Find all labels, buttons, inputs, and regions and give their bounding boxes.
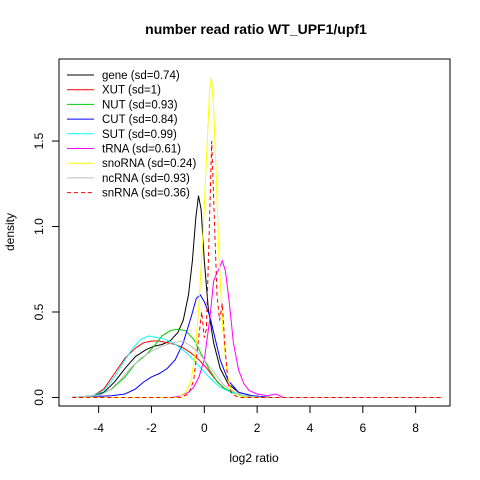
y-tick-label: 1.5 bbox=[32, 132, 46, 149]
x-tick-label: -2 bbox=[146, 421, 157, 435]
series-line-2 bbox=[72, 328, 443, 398]
series-line-8 bbox=[72, 140, 443, 398]
y-axis: 0.0 0.5 1.0 1.5 bbox=[32, 132, 60, 406]
legend-label: ncRNA (sd=0.93) bbox=[102, 173, 190, 185]
legend-label: CUT (sd=0.84) bbox=[102, 114, 178, 126]
series-line-0 bbox=[72, 195, 443, 398]
y-tick-label: 0.5 bbox=[32, 303, 46, 320]
legend: gene (sd=0.74) XUT (sd=1) NUT (sd=0.93) CUT… bbox=[67, 70, 196, 200]
x-tick-label: -4 bbox=[93, 421, 104, 435]
x-axis-label: log2 ratio bbox=[229, 451, 279, 465]
chart-title: number read ratio WT_UPF1/upf1 bbox=[145, 21, 367, 37]
legend-label: snoRNA (sd=0.24) bbox=[102, 158, 196, 170]
series-line-6 bbox=[72, 77, 443, 398]
y-axis-label: density bbox=[3, 213, 17, 251]
x-axis: -4 -2 0 2 4 6 8 bbox=[93, 405, 419, 435]
legend-label: XUT (sd=1) bbox=[102, 85, 161, 97]
legend-label: NUT (sd=0.93) bbox=[102, 99, 178, 111]
legend-label: snRNA (sd=0.36) bbox=[102, 188, 190, 200]
y-tick-label: 0.0 bbox=[32, 389, 46, 406]
x-tick-label: 0 bbox=[201, 421, 208, 435]
density-curves bbox=[72, 77, 443, 398]
series-line-3 bbox=[72, 294, 443, 398]
legend-label: SUT (sd=0.99) bbox=[102, 129, 177, 141]
legend-label: tRNA (sd=0.61) bbox=[102, 144, 181, 156]
x-tick-label: 4 bbox=[307, 421, 314, 435]
series-line-5 bbox=[72, 259, 443, 398]
x-tick-label: 8 bbox=[412, 421, 419, 435]
x-tick-label: 2 bbox=[254, 421, 261, 435]
legend-label: gene (sd=0.74) bbox=[102, 70, 180, 82]
x-tick-label: 6 bbox=[359, 421, 366, 435]
y-tick-label: 1.0 bbox=[32, 218, 46, 235]
